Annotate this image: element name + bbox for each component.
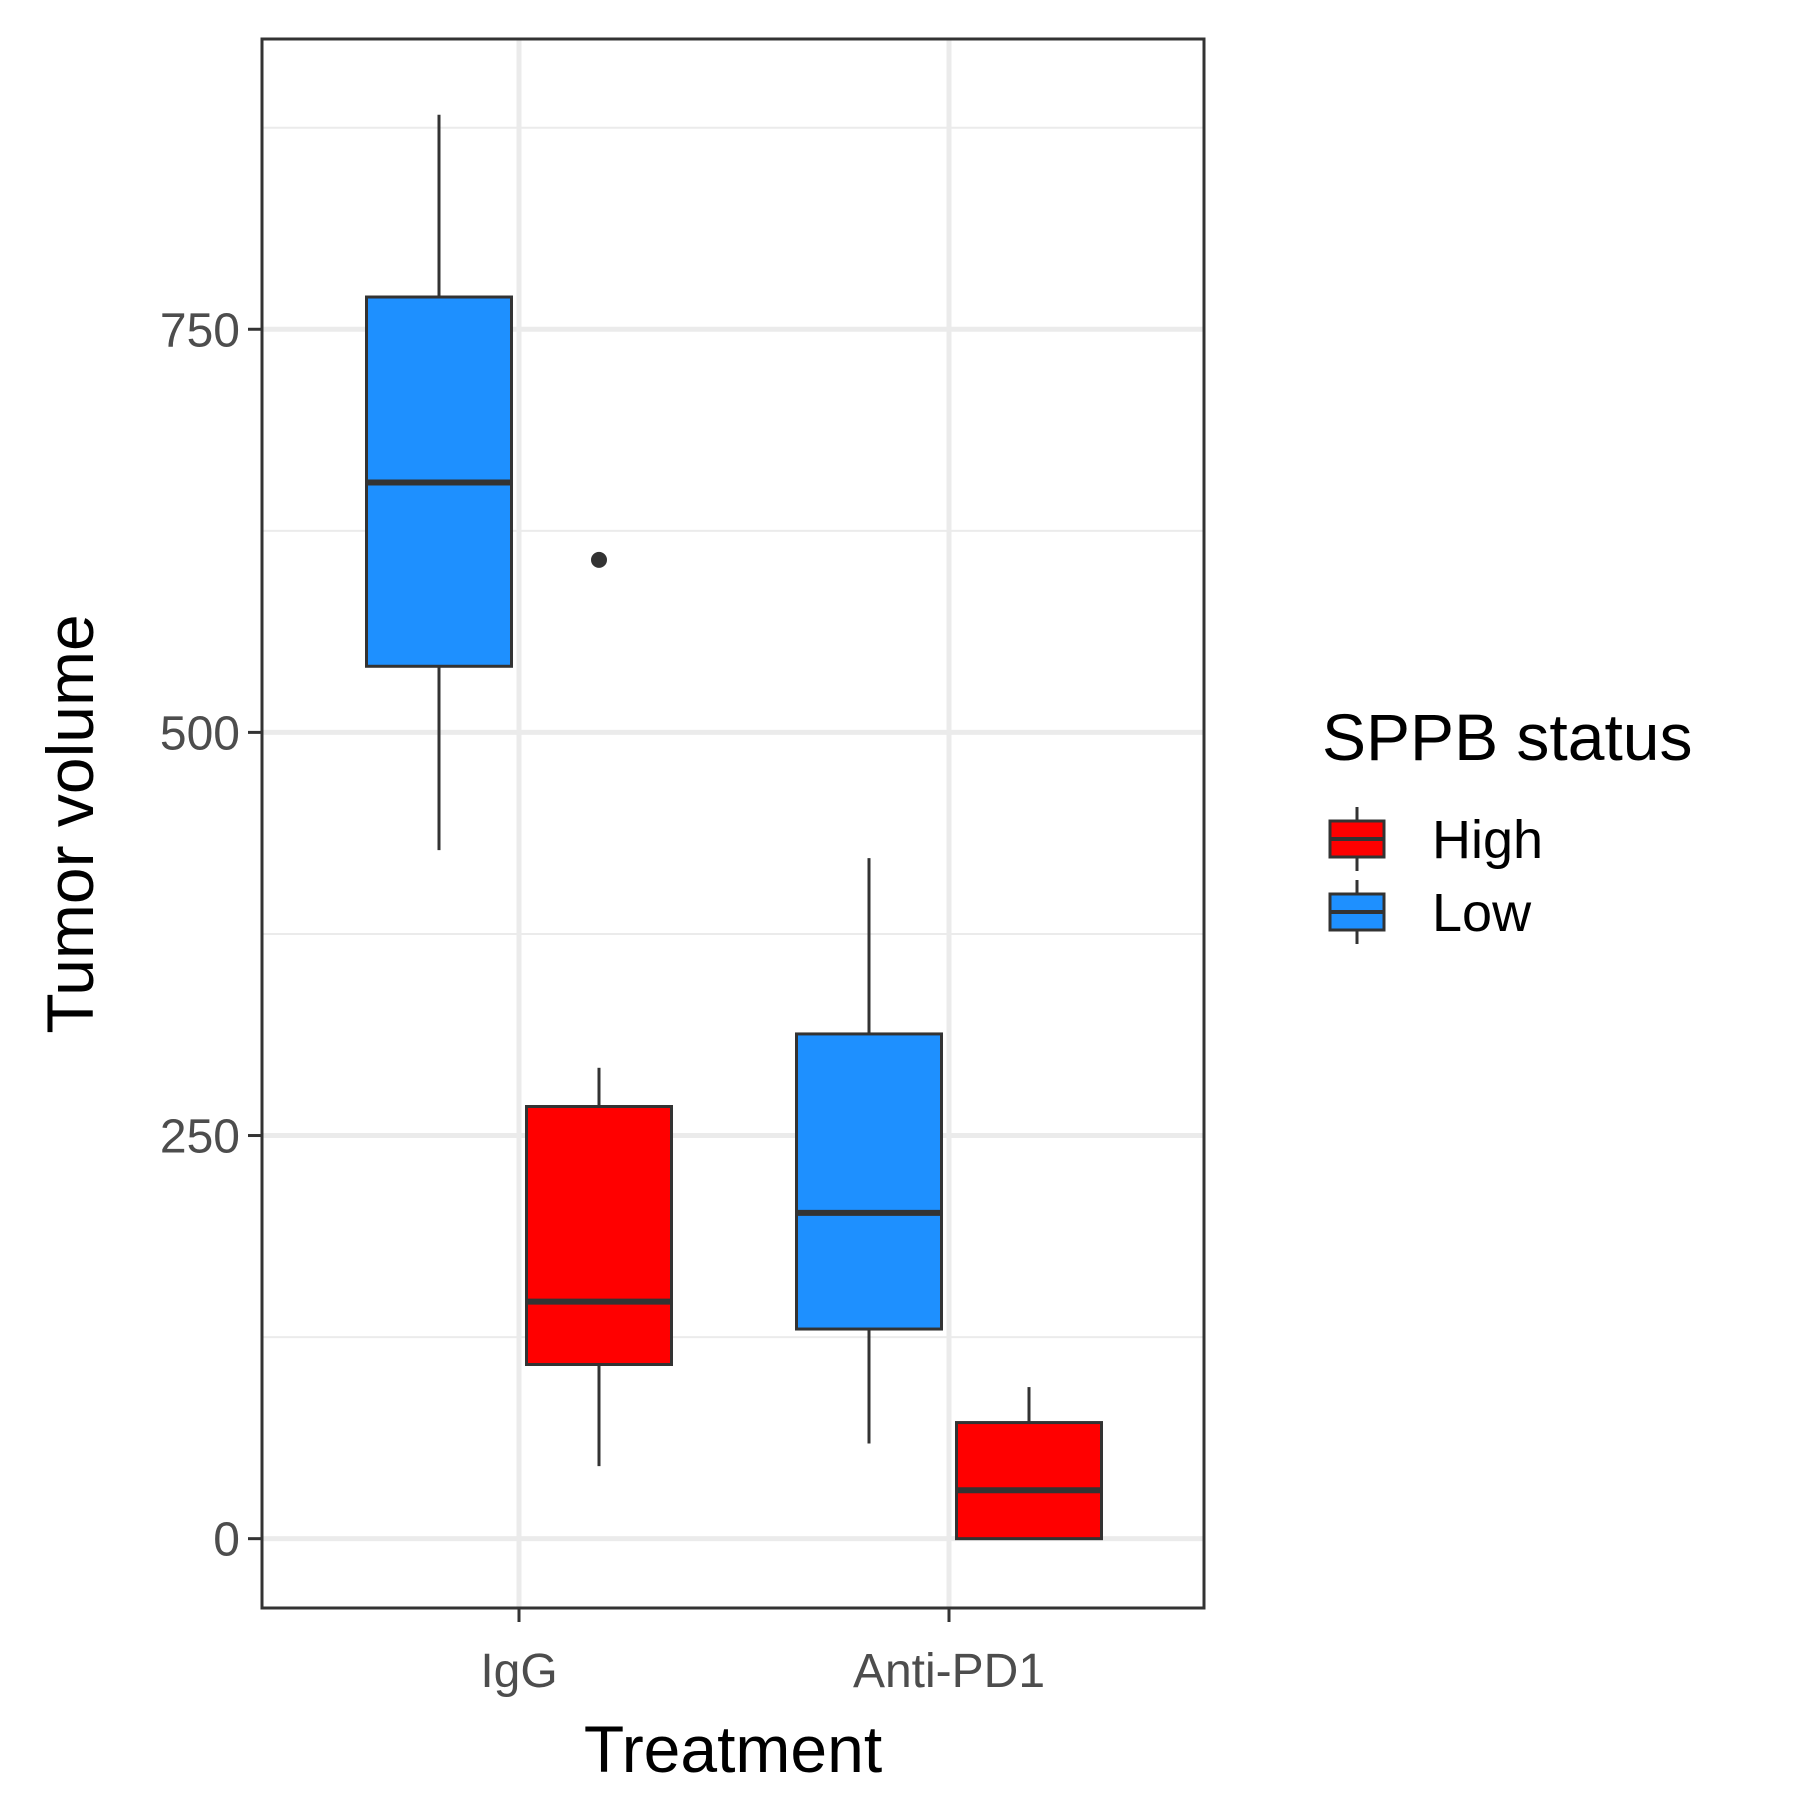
x-axis-title: Treatment bbox=[584, 1712, 882, 1786]
plot-panel-border bbox=[260, 37, 1206, 1610]
y-tick-label-0: 0 bbox=[213, 1514, 240, 1567]
legend-label-high: High bbox=[1432, 810, 1543, 870]
box-rect-high-anti-pd1 bbox=[955, 1421, 1103, 1541]
y-tick-label-2: 500 bbox=[160, 707, 240, 760]
box-high-anti-pd1 bbox=[955, 1387, 1103, 1541]
grid-major bbox=[262, 39, 1204, 1608]
x-tick-label-1: Anti-PD1 bbox=[853, 1645, 1045, 1698]
x-axis: IgG Anti-PD1 bbox=[480, 1608, 1045, 1698]
legend-entry-low: Low bbox=[1328, 880, 1532, 944]
boxes bbox=[365, 114, 1103, 1541]
y-axis-title: Tumor volume bbox=[33, 614, 107, 1033]
plot-panel-background bbox=[262, 39, 1204, 1608]
legend-entry-high: High bbox=[1328, 807, 1543, 871]
legend: SPPB status High Low bbox=[1322, 700, 1693, 944]
legend-title: SPPB status bbox=[1322, 700, 1693, 774]
y-tick-label-1: 250 bbox=[160, 1111, 240, 1164]
box-low-igg bbox=[365, 114, 513, 851]
box-rect-high-igg bbox=[525, 1105, 673, 1367]
y-axis: 0 250 500 750 bbox=[160, 304, 262, 1567]
box-low-anti-pd1 bbox=[795, 858, 943, 1444]
legend-entries: High Low bbox=[1328, 807, 1543, 944]
legend-label-low: Low bbox=[1432, 883, 1532, 943]
box-high-igg bbox=[525, 551, 673, 1467]
x-tick-label-0: IgG bbox=[480, 1645, 557, 1698]
outlier-high-igg-0 bbox=[591, 551, 607, 568]
y-tick-label-3: 750 bbox=[160, 304, 240, 357]
box-rect-low-anti-pd1 bbox=[795, 1032, 943, 1331]
